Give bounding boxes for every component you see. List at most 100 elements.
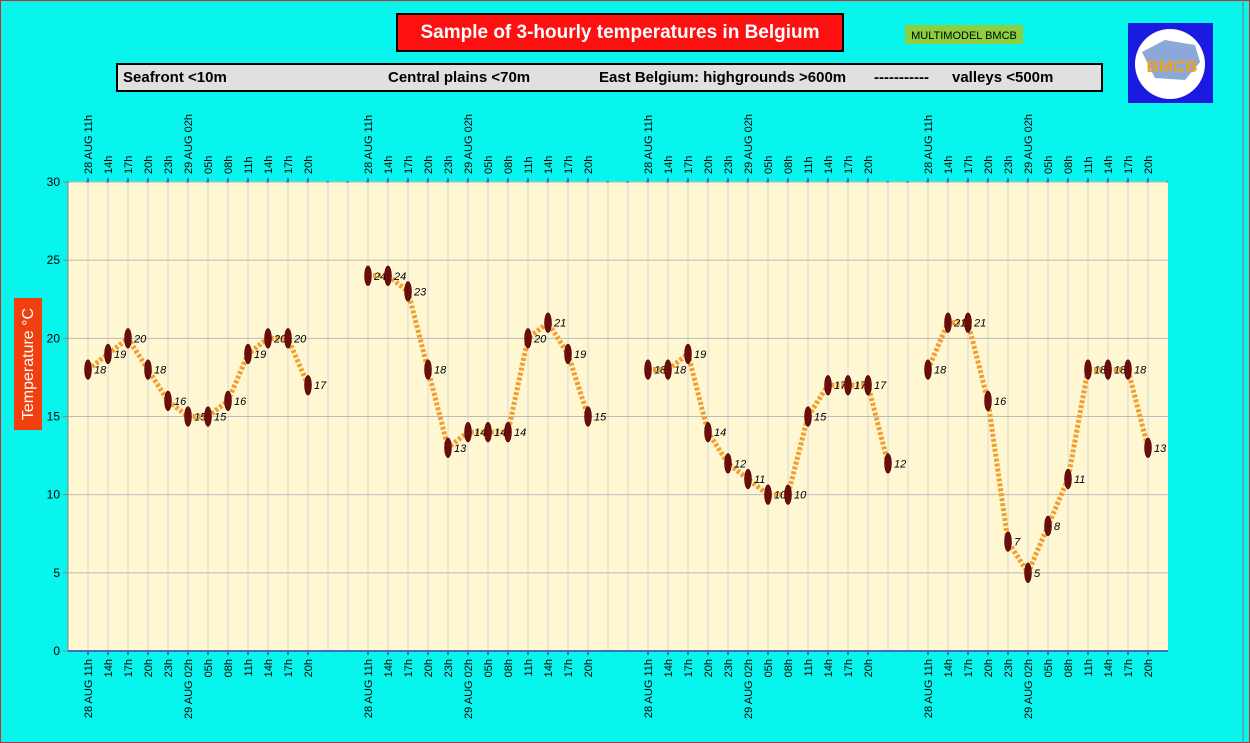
marker: [424, 359, 432, 380]
x-tick-label: 05h: [1043, 659, 1055, 677]
data-label: 10: [774, 490, 787, 502]
marker: [304, 374, 312, 396]
header-label: -----------: [874, 69, 929, 86]
x-tick-label: 28 AUG 11h: [923, 659, 935, 718]
x-tick-label-top: 29 AUG 02h: [1023, 114, 1035, 174]
x-tick-label-top: 17h: [843, 156, 855, 174]
data-label: 16: [994, 396, 1007, 408]
data-label: 11: [754, 474, 765, 486]
data-label: 21: [973, 318, 986, 330]
header-label: Seafront <10m: [123, 69, 227, 86]
x-tick-label: 14h: [943, 659, 955, 677]
x-tick-label: 20h: [1143, 659, 1155, 677]
x-tick-label: 29 AUG 02h: [463, 659, 475, 719]
data-label: 13: [1154, 443, 1167, 455]
data-label: 15: [214, 412, 227, 424]
data-label: 20: [273, 333, 287, 345]
x-tick-label-top: 14h: [263, 156, 275, 174]
x-tick-label: 23h: [443, 659, 455, 677]
data-label: 16: [234, 396, 247, 408]
marker: [184, 406, 192, 427]
data-label: 7: [1014, 537, 1021, 549]
marker: [584, 406, 592, 427]
data-label: 20: [293, 333, 307, 345]
x-tick-label-top: 08h: [783, 156, 795, 174]
marker: [404, 281, 412, 302]
data-label: 14: [474, 427, 486, 439]
marker: [104, 343, 112, 365]
x-tick-label-top: 20h: [583, 156, 595, 174]
data-label: 17: [314, 380, 327, 392]
badge-box: [905, 25, 1023, 44]
x-tick-label: 17h: [1123, 659, 1135, 677]
data-label: 19: [694, 349, 706, 361]
data-label: 20: [533, 333, 547, 345]
data-label: 20: [133, 333, 147, 345]
marker: [744, 468, 752, 490]
marker: [1144, 437, 1152, 459]
marker: [464, 421, 472, 443]
x-tick-label: 11h: [523, 659, 535, 677]
data-label: 14: [494, 427, 506, 439]
header-box: [116, 63, 1103, 92]
marker: [484, 421, 492, 443]
x-tick-label-top: 28 AUG 11h: [643, 115, 655, 174]
marker: [704, 421, 712, 443]
data-label: 23: [413, 286, 427, 298]
x-tick-label-top: 20h: [983, 156, 995, 174]
x-tick-label-top: 20h: [1143, 156, 1155, 174]
marker: [524, 328, 532, 349]
x-tick-label: 11h: [1083, 659, 1095, 677]
x-tick-label: 20h: [983, 659, 995, 677]
data-label: 17: [834, 380, 847, 392]
x-tick-label: 05h: [763, 659, 775, 677]
x-tick-label-top: 20h: [863, 156, 875, 174]
marker: [364, 265, 372, 287]
x-tick-label-top: 20h: [703, 156, 715, 174]
marker: [1104, 359, 1112, 380]
x-tick-label: 17h: [403, 659, 415, 677]
x-tick-label: 14h: [823, 659, 835, 677]
marker: [1024, 562, 1032, 584]
y-tick-label: 30: [47, 175, 61, 189]
x-tick-label-top: 17h: [123, 156, 135, 174]
x-tick-label-top: 05h: [483, 156, 495, 174]
marker: [284, 328, 292, 349]
x-tick-label-top: 17h: [963, 156, 975, 174]
y-tick-label: 10: [47, 488, 61, 502]
x-tick-label: 29 AUG 02h: [743, 659, 755, 719]
x-tick-label-top: 17h: [563, 156, 575, 174]
x-tick-label: 20h: [303, 659, 315, 677]
x-tick-label: 08h: [503, 659, 515, 677]
y-tick-label: 20: [47, 331, 61, 345]
x-tick-label-top: 29 AUG 02h: [183, 114, 195, 174]
data-label: 15: [194, 412, 207, 424]
data-label: 14: [714, 427, 726, 439]
x-tick-label-top: 23h: [1003, 156, 1015, 174]
marker: [384, 265, 392, 287]
x-tick-label-top: 14h: [103, 156, 115, 174]
data-label: 19: [254, 349, 266, 361]
y-tick-label: 5: [53, 566, 60, 580]
ylabel-box: [14, 298, 42, 430]
marker: [724, 453, 732, 474]
marker: [864, 374, 872, 396]
marker: [1124, 359, 1132, 380]
x-tick-label-top: 05h: [1043, 156, 1055, 174]
data-label: 11: [1074, 474, 1085, 486]
marker: [144, 359, 152, 380]
x-tick-label: 14h: [543, 659, 555, 677]
x-tick-label: 20h: [423, 659, 435, 677]
y-tick-label: 25: [47, 253, 61, 267]
marker: [884, 453, 892, 474]
x-tick-label-top: 20h: [303, 156, 315, 174]
marker: [924, 359, 932, 380]
data-label: 14: [514, 427, 526, 439]
header-label: East Belgium: highgrounds >600m: [599, 69, 846, 86]
x-tick-label-top: 20h: [423, 156, 435, 174]
x-tick-label-top: 11h: [803, 156, 815, 174]
x-tick-label: 17h: [123, 659, 135, 677]
marker: [964, 312, 972, 333]
logo-text: BMCB: [1147, 57, 1198, 76]
marker: [1044, 515, 1052, 537]
